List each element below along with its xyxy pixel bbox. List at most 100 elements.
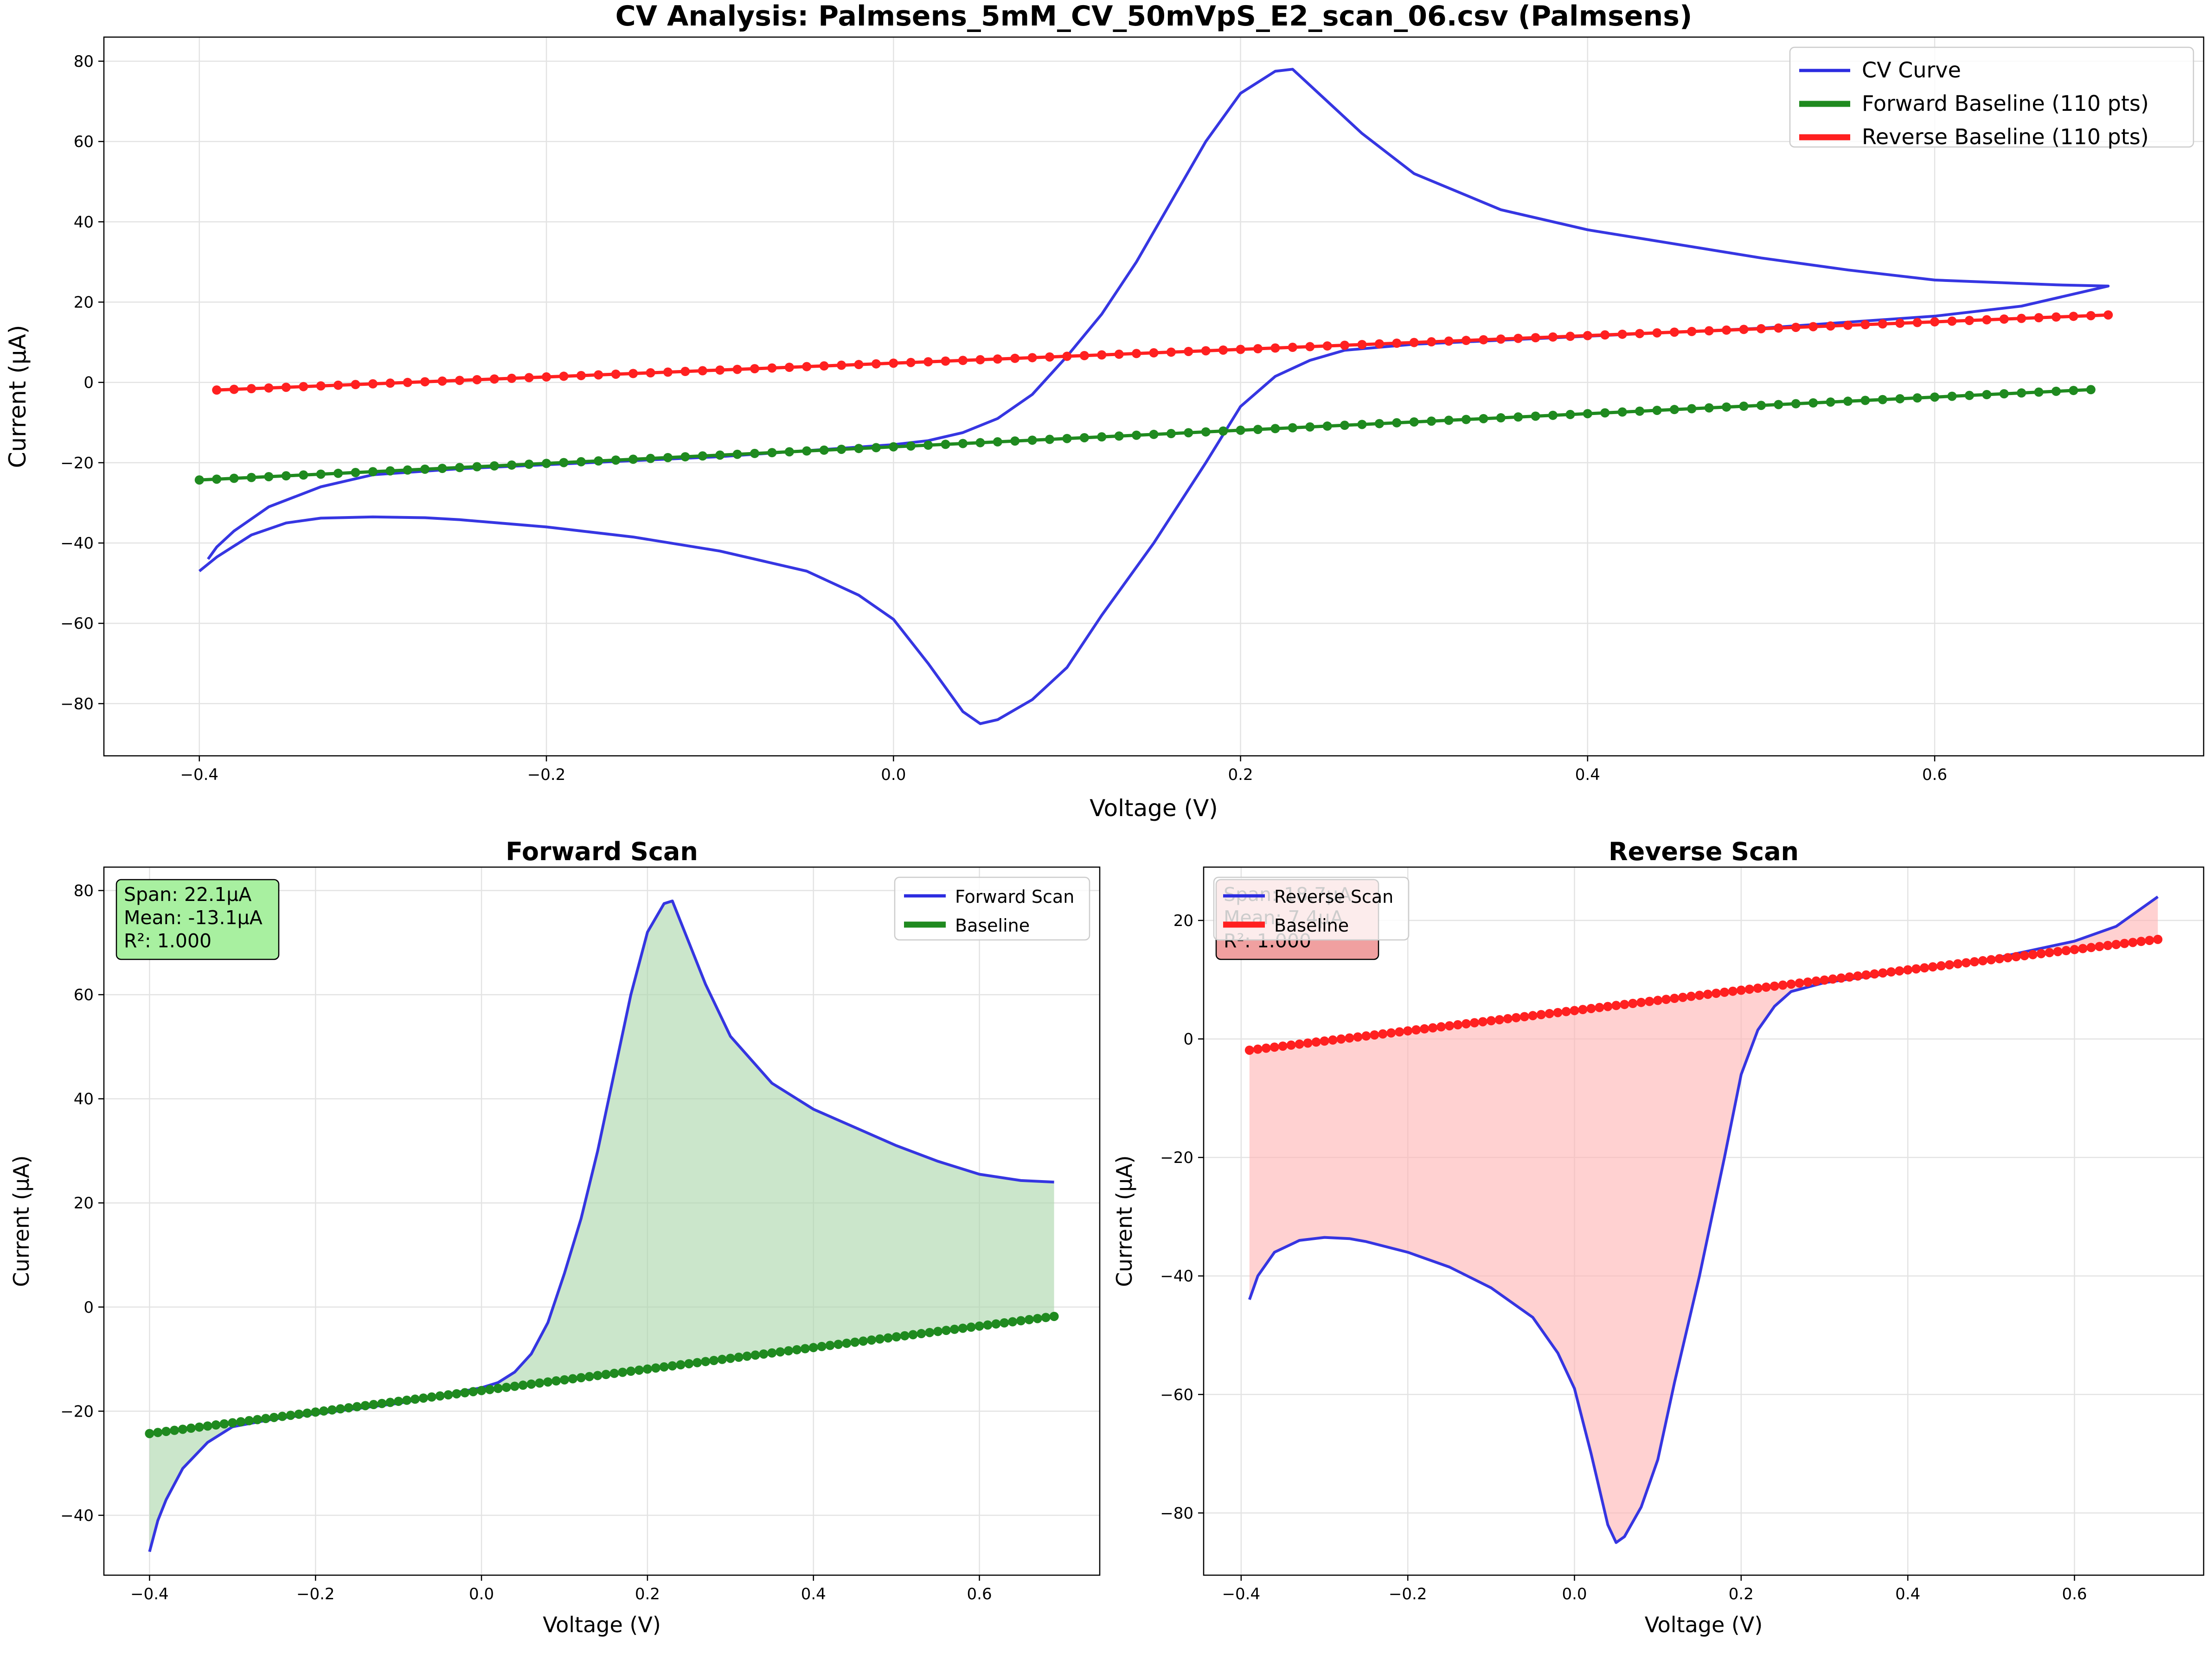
baseline-point <box>1791 322 1801 332</box>
baseline-point <box>1687 404 1697 414</box>
baseline-point <box>1994 954 2004 964</box>
baseline-point <box>1870 969 1879 979</box>
baseline-point <box>2061 946 2071 956</box>
area-fill <box>1249 896 2158 1543</box>
baseline-point <box>1774 323 1783 333</box>
baseline-point <box>1444 336 1454 346</box>
baseline-point <box>489 461 499 471</box>
baseline-point <box>1930 317 1940 327</box>
y-tick-label: −20 <box>1160 1149 1193 1167</box>
baseline-point <box>993 354 1002 364</box>
x-axis-label: Voltage (V) <box>1090 795 1218 822</box>
x-tick-label: 0.2 <box>635 1585 660 1603</box>
baseline-point <box>584 1372 594 1381</box>
baseline-point <box>819 445 829 455</box>
baseline-point <box>1496 334 1506 344</box>
baseline-point <box>1269 1042 1279 1052</box>
baseline-point <box>854 444 864 453</box>
baseline-point <box>1635 329 1645 338</box>
baseline-point <box>2078 944 2088 953</box>
baseline-point <box>1409 417 1419 427</box>
baseline-point <box>942 1326 951 1335</box>
y-tick-label: 80 <box>74 882 94 900</box>
baseline-point <box>385 1398 395 1407</box>
baseline-point <box>859 1336 868 1346</box>
baseline-point <box>1531 411 1540 421</box>
baseline-point <box>1261 1043 1271 1053</box>
baseline-point <box>698 366 707 376</box>
baseline-point <box>917 1329 926 1339</box>
baseline-point <box>1253 1044 1263 1054</box>
baseline-point <box>437 464 447 473</box>
chart-reverse: −0.4 −0.2 0.0 0.2 0.4 0.6 −80 −60 −40 −20 0 20 Rever… <box>1112 837 2205 1637</box>
baseline-point <box>1982 315 1992 325</box>
baseline-point <box>1774 400 1783 409</box>
legend: Reverse Scan Baseline <box>1213 876 1410 941</box>
y-tick-label: −40 <box>60 534 94 553</box>
baseline-point <box>808 1343 818 1353</box>
baseline-point <box>1453 1020 1462 1030</box>
baseline-point <box>1947 391 1957 401</box>
baseline-point <box>1201 346 1211 356</box>
baseline-point <box>236 1417 246 1427</box>
baseline-points-1 <box>145 1311 1059 1438</box>
y-tick-label: 60 <box>74 133 94 151</box>
baseline-point <box>1570 1006 1579 1015</box>
baseline-point <box>941 356 950 366</box>
baseline-point <box>1253 425 1263 434</box>
baseline-point <box>1878 319 1887 329</box>
baseline-point <box>1878 395 1887 404</box>
baseline-point <box>1305 422 1315 432</box>
baseline-point <box>1695 990 1705 1000</box>
legend-label-2: Reverse Baseline (110 pts) <box>1862 124 2149 149</box>
baseline-point <box>145 1429 154 1438</box>
baseline-point <box>1719 987 1729 997</box>
baseline-point <box>1928 962 1938 972</box>
y-tick-label: 80 <box>74 52 94 71</box>
baseline-point <box>1661 995 1671 1004</box>
baseline-point <box>1218 426 1228 436</box>
baseline-point <box>161 1426 171 1436</box>
baseline-point <box>1548 410 1558 420</box>
x-tick-label: −0.4 <box>180 766 218 784</box>
baseline-point <box>269 1412 279 1422</box>
baseline-point <box>1149 348 1159 358</box>
baseline-point <box>663 453 673 462</box>
baseline-point <box>1395 1027 1404 1037</box>
axes-frame <box>103 36 2205 757</box>
baseline-point <box>1603 1002 1613 1011</box>
baseline-point <box>734 1353 744 1362</box>
baseline-point <box>2017 313 2026 323</box>
legend-label-1: Forward Baseline (110 pts) <box>1862 91 2149 116</box>
baseline-point <box>2034 313 2044 323</box>
baseline-point <box>244 1416 254 1425</box>
x-tick-label: 0.6 <box>2062 1585 2087 1603</box>
baseline-point <box>889 442 898 452</box>
baseline-point <box>1392 418 1402 428</box>
baseline-point <box>1236 425 1245 435</box>
baseline-point <box>854 360 864 370</box>
baseline-point <box>247 473 256 482</box>
baseline-point <box>1253 344 1263 354</box>
baseline-point <box>891 1332 901 1342</box>
baseline-point <box>1911 964 1921 974</box>
baseline-point <box>1062 351 1072 361</box>
baseline-point <box>559 371 569 381</box>
baseline-point <box>1711 989 1721 998</box>
baseline-point <box>1669 405 1679 415</box>
baseline-point <box>1114 431 1124 441</box>
baseline-point <box>1600 408 1610 418</box>
baseline-point <box>360 1401 370 1411</box>
baseline-point <box>1565 332 1575 341</box>
baseline-point <box>1845 972 1854 982</box>
baseline-point <box>410 1394 420 1404</box>
baseline-point <box>352 1402 362 1411</box>
baseline-point <box>825 1341 835 1350</box>
baseline-point <box>1114 349 1124 359</box>
baseline-point <box>646 368 655 378</box>
baseline-point <box>850 1337 860 1347</box>
baseline-point <box>802 362 812 371</box>
baseline-point <box>344 1403 353 1412</box>
baseline-point <box>299 382 308 391</box>
baseline-point <box>933 1327 943 1336</box>
